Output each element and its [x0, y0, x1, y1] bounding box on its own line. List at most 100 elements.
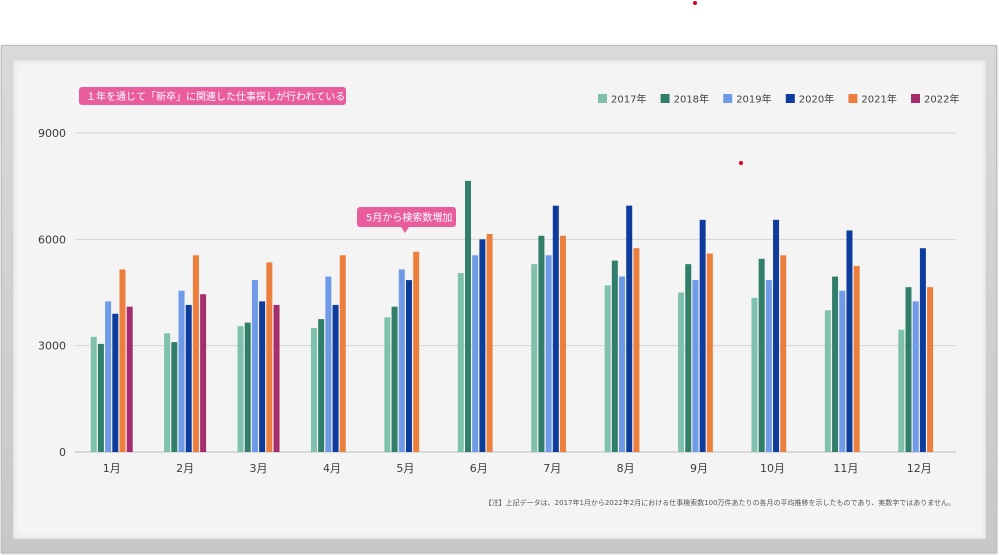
- bar: [464, 180, 471, 452]
- bar: [405, 280, 412, 452]
- bar: [765, 280, 772, 452]
- bar: [164, 333, 171, 452]
- bar: [927, 287, 934, 452]
- footnote: 【注】上記データは、2017年1月から2022年2月における仕事検索数100万件…: [485, 498, 955, 507]
- legend-label: 2018年: [674, 93, 709, 106]
- x-tick-label: 10月: [760, 462, 785, 475]
- bar: [318, 319, 325, 452]
- chart-panel: [13, 60, 986, 539]
- bar: [751, 297, 758, 452]
- bar: [780, 255, 787, 452]
- bar: [244, 322, 251, 452]
- legend-swatch: [911, 94, 920, 103]
- bar: [839, 290, 846, 452]
- bar: [90, 336, 97, 452]
- legend-swatch: [723, 94, 733, 103]
- bar: [237, 326, 244, 452]
- bar: [384, 317, 391, 452]
- bar: [633, 248, 640, 452]
- red-dot-mid: [739, 161, 743, 165]
- bar: [479, 239, 486, 452]
- bar: [626, 205, 633, 452]
- bar: [171, 342, 178, 452]
- bar: [105, 301, 112, 452]
- bar: [824, 310, 831, 452]
- top-callout-text: １年を通じて「新卒」に関連した仕事探しが行われている: [86, 90, 345, 103]
- bar: [832, 276, 839, 452]
- red-dot-top: [693, 1, 697, 5]
- x-axis-ticks: 1月 2月 3月 4月 5月 6月 7月 8月 9月 10月 11月 12月: [103, 462, 932, 475]
- bar: [259, 301, 266, 452]
- y-tick-label: 3000: [38, 340, 66, 353]
- legend-swatch: [660, 94, 670, 103]
- bar: [604, 285, 611, 452]
- y-tick-label: 9000: [38, 127, 66, 140]
- bar: [97, 343, 104, 452]
- x-tick-label: 3月: [250, 462, 268, 475]
- top-callout: １年を通じて「新卒」に関連した仕事探しが行われている: [79, 87, 346, 105]
- legend-label: 2021年: [861, 93, 896, 106]
- bar: [846, 230, 853, 452]
- bar: [905, 287, 912, 452]
- x-tick-label: 9月: [690, 462, 708, 475]
- bar: [678, 292, 685, 452]
- x-tick-label: 7月: [543, 462, 561, 475]
- bar: [692, 280, 699, 452]
- bar: [531, 264, 538, 452]
- x-tick-label: 6月: [470, 462, 488, 475]
- x-tick-label: 2月: [176, 462, 194, 475]
- bar: [560, 235, 567, 452]
- may-callout: 5月から検索数増加: [357, 207, 456, 233]
- bar: [119, 269, 126, 452]
- bar: [325, 276, 332, 452]
- y-tick-label: 6000: [38, 233, 66, 246]
- bar: [611, 260, 618, 452]
- bar: [619, 276, 626, 452]
- x-tick-label: 12月: [907, 462, 932, 475]
- bar: [192, 255, 199, 452]
- bar: [391, 306, 398, 452]
- legend-swatch: [598, 94, 607, 103]
- bar: [339, 255, 346, 452]
- x-tick-label: 1月: [103, 462, 121, 475]
- x-tick-label: 11月: [833, 462, 858, 475]
- grid-lines: [75, 132, 956, 453]
- may-callout-text: 5月から検索数増加: [366, 211, 452, 224]
- legend-swatch: [848, 94, 858, 103]
- bar: [200, 294, 207, 452]
- x-tick-label: 8月: [617, 462, 635, 475]
- bar: [472, 255, 479, 452]
- legend-label: 2022年: [924, 93, 959, 106]
- x-tick-label: 5月: [396, 462, 414, 475]
- legend-label: 2019年: [736, 93, 771, 106]
- bar: [332, 304, 339, 452]
- legend-label: 2020年: [799, 93, 834, 106]
- legend: 2017年 2018年 2019年 2020年 2021年 2022年: [598, 93, 959, 106]
- y-tick-label: 0: [59, 446, 66, 459]
- bar: [310, 327, 317, 452]
- bar: [706, 253, 713, 452]
- bar: [178, 290, 185, 452]
- bar: [552, 205, 559, 452]
- bar: [773, 219, 780, 452]
- bar: [919, 248, 926, 452]
- x-tick-label: 4月: [323, 462, 341, 475]
- bar: [457, 273, 464, 452]
- bar: [545, 255, 552, 452]
- legend-label: 2017年: [611, 93, 646, 106]
- bar: [486, 234, 493, 452]
- bar: [126, 306, 133, 452]
- bar: [853, 265, 860, 452]
- bar: [398, 269, 405, 452]
- bar: [185, 304, 192, 452]
- bar: [912, 301, 919, 452]
- bar: [266, 262, 273, 452]
- y-axis-ticks: 0 3000 6000 9000: [38, 127, 66, 459]
- bar: [251, 280, 258, 452]
- legend-swatch: [785, 94, 795, 103]
- bar: [758, 258, 765, 452]
- bar: [413, 251, 420, 452]
- bars: [90, 180, 934, 452]
- bar: [685, 264, 692, 452]
